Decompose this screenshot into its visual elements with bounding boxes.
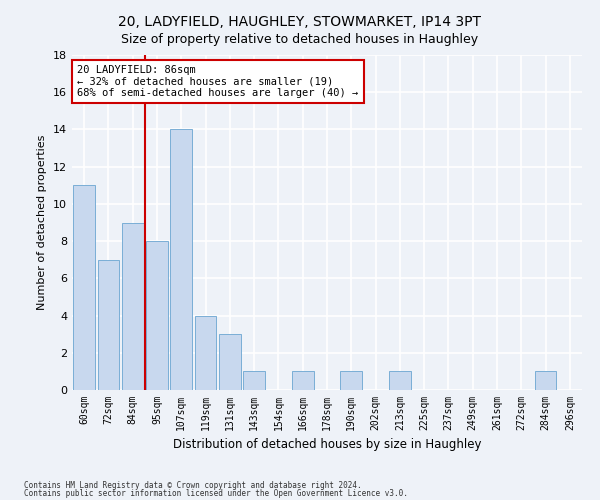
Text: Contains public sector information licensed under the Open Government Licence v3: Contains public sector information licen… bbox=[24, 489, 408, 498]
Bar bbox=[243, 372, 265, 390]
Y-axis label: Number of detached properties: Number of detached properties bbox=[37, 135, 47, 310]
Text: Contains HM Land Registry data © Crown copyright and database right 2024.: Contains HM Land Registry data © Crown c… bbox=[24, 480, 362, 490]
Text: 20, LADYFIELD, HAUGHLEY, STOWMARKET, IP14 3PT: 20, LADYFIELD, HAUGHLEY, STOWMARKET, IP1… bbox=[119, 15, 482, 29]
Text: 20 LADYFIELD: 86sqm
← 32% of detached houses are smaller (19)
68% of semi-detach: 20 LADYFIELD: 86sqm ← 32% of detached ho… bbox=[77, 65, 358, 98]
Bar bbox=[73, 186, 95, 390]
Bar bbox=[292, 372, 314, 390]
Text: Size of property relative to detached houses in Haughley: Size of property relative to detached ho… bbox=[121, 32, 479, 46]
Bar bbox=[146, 241, 168, 390]
Bar bbox=[170, 130, 192, 390]
Bar bbox=[535, 372, 556, 390]
Bar bbox=[219, 334, 241, 390]
Bar bbox=[389, 372, 411, 390]
Bar bbox=[194, 316, 217, 390]
Bar bbox=[340, 372, 362, 390]
X-axis label: Distribution of detached houses by size in Haughley: Distribution of detached houses by size … bbox=[173, 438, 481, 452]
Bar bbox=[97, 260, 119, 390]
Bar bbox=[122, 222, 143, 390]
